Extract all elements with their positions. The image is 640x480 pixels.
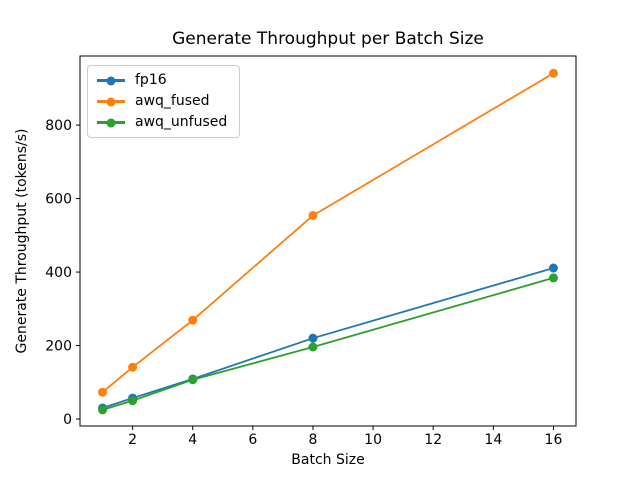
x-tick-label: 8	[309, 432, 318, 448]
chart-title: Generate Throughput per Batch Size	[172, 29, 484, 49]
legend-label-awq-fused: awq_fused	[135, 93, 210, 109]
legend-label-awq-unfused: awq_unfused	[135, 114, 228, 130]
legend-item-awq-fused: awq_fused	[97, 91, 227, 112]
x-tick-label: 14	[484, 432, 502, 448]
y-axis-label: Generate Throughput (tokens/s)	[14, 128, 30, 354]
x-axis-label: Batch Size	[291, 452, 365, 468]
data-point-awq_unfused	[548, 273, 558, 283]
data-point-awq_unfused	[308, 342, 318, 352]
legend-item-fp16: fp16	[97, 70, 227, 91]
data-point-awq_fused	[188, 315, 198, 325]
x-tick-label: 16	[545, 432, 563, 448]
legend-item-awq-unfused: awq_unfused	[97, 112, 227, 133]
legend: fp16 awq_fused awq_unfused	[87, 65, 241, 138]
legend-dot-icon	[106, 97, 116, 106]
series-line-awq_unfused	[102, 277, 554, 411]
legend-marker-awq-unfused	[97, 118, 125, 128]
y-tick-label: 0	[63, 412, 72, 428]
data-point-fp16	[308, 333, 318, 343]
x-tick-label: 12	[424, 432, 442, 448]
data-point-awq_unfused	[188, 375, 198, 385]
x-tick-label: 2	[128, 432, 137, 448]
legend-label-fp16: fp16	[135, 72, 167, 88]
data-point-awq_fused	[128, 362, 138, 372]
legend-marker-fp16	[97, 76, 125, 86]
y-tick-label: 400	[45, 265, 72, 281]
x-tick-label: 6	[248, 432, 257, 448]
y-tick-label: 200	[45, 339, 72, 355]
legend-dot-icon	[106, 76, 116, 85]
x-tick-label: 4	[188, 432, 197, 448]
data-point-awq_fused	[98, 387, 108, 397]
plot-frame	[79, 55, 577, 427]
data-point-awq_unfused	[128, 396, 138, 406]
legend-dot-icon	[106, 118, 116, 127]
data-point-fp16	[548, 263, 558, 273]
y-tick-label: 600	[45, 192, 72, 208]
y-tick-label: 800	[45, 118, 72, 134]
data-point-awq_fused	[308, 210, 318, 220]
data-point-awq_fused	[548, 68, 558, 78]
legend-marker-awq-fused	[97, 97, 125, 107]
x-tick-label: 10	[364, 432, 382, 448]
data-point-awq_unfused	[98, 405, 108, 415]
